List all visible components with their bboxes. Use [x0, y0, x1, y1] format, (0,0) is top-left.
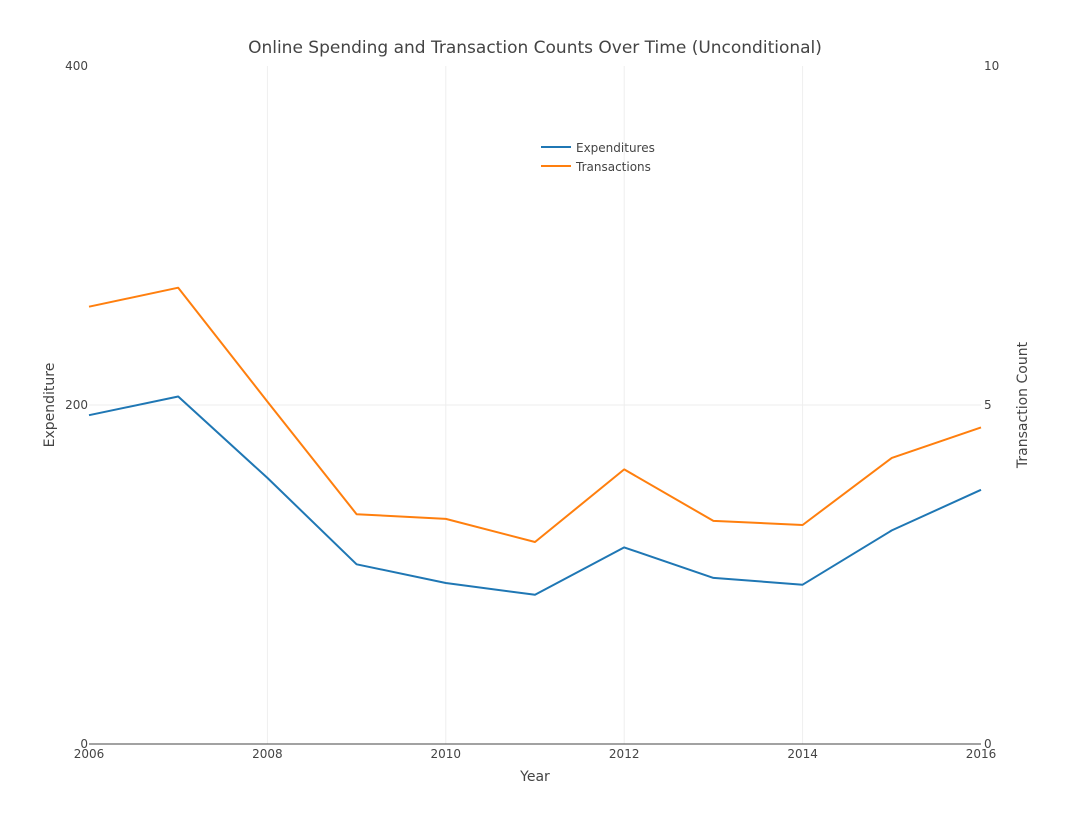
- x-tick-label: 2010: [431, 747, 462, 761]
- x-axis-title: Year: [519, 769, 550, 785]
- y-tick-label: 400: [65, 59, 88, 73]
- legend: Expenditures Transactions: [541, 141, 655, 174]
- y2-tick-label: 0: [984, 737, 992, 751]
- y2-tick-label: 10: [984, 59, 999, 73]
- x-tick-label: 2012: [609, 747, 640, 761]
- series-line-expenditures: [88, 395, 982, 596]
- y-tick-label: 0: [80, 737, 88, 751]
- legend-item-transactions[interactable]: Transactions: [541, 160, 651, 174]
- y2-tick-label: 5: [984, 398, 992, 412]
- x-tick-label: 2016: [966, 747, 997, 761]
- chart-title: Online Spending and Transaction Counts O…: [248, 38, 822, 58]
- series-line-transactions: [88, 286, 982, 543]
- legend-item-expenditures[interactable]: Expenditures: [541, 141, 655, 155]
- legend-label-transactions: Transactions: [575, 160, 651, 174]
- y-tick-label: 200: [65, 398, 88, 412]
- series-layer: [88, 286, 982, 596]
- y2-axis-title: Transaction Count: [1015, 341, 1031, 469]
- legend-label-expenditures: Expenditures: [576, 141, 655, 155]
- x-tick-label: 2006: [74, 747, 105, 761]
- x-tick-label: 2014: [787, 747, 818, 761]
- gridlines: [89, 66, 981, 744]
- y-axis-title: Expenditure: [42, 363, 58, 448]
- x-tick-label: 2008: [252, 747, 283, 761]
